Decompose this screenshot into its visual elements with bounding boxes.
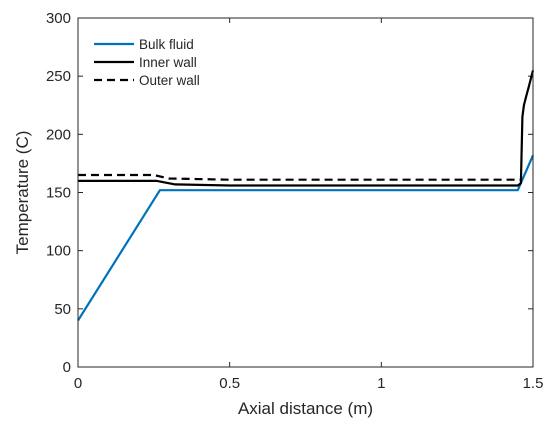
x-tick-label: 0.5 bbox=[219, 375, 240, 392]
y-tick-label: 50 bbox=[54, 301, 71, 318]
series-line-inner-wall bbox=[78, 70, 535, 187]
y-tick-label: 0 bbox=[63, 359, 71, 376]
legend: Bulk fluid Inner wall Outer wall bbox=[94, 37, 200, 88]
x-axis-label: Axial distance (m) bbox=[238, 399, 373, 418]
series-line-outer-wall bbox=[78, 173, 521, 181]
x-tick-label: 0 bbox=[74, 375, 82, 392]
ticks-layer: 0 0.5 1 1.5 0 50 100 150 200 250 300 bbox=[46, 10, 543, 392]
y-tick-label: 250 bbox=[46, 68, 71, 85]
y-tick-label: 200 bbox=[46, 126, 71, 143]
legend-label: Bulk fluid bbox=[139, 37, 194, 52]
series-layer bbox=[77, 70, 535, 322]
y-tick-label: 150 bbox=[46, 185, 71, 202]
y-axis-label: Temperature (C) bbox=[13, 131, 32, 255]
y-tick-label: 100 bbox=[46, 243, 71, 260]
y-tick-label: 300 bbox=[46, 10, 71, 27]
legend-label: Outer wall bbox=[139, 73, 200, 88]
series-line-bulk-fluid bbox=[77, 154, 535, 322]
x-tick-label: 1.5 bbox=[523, 375, 544, 392]
x-tick-label: 1 bbox=[377, 375, 385, 392]
legend-label: Inner wall bbox=[139, 55, 197, 70]
axes-box bbox=[77, 17, 534, 368]
